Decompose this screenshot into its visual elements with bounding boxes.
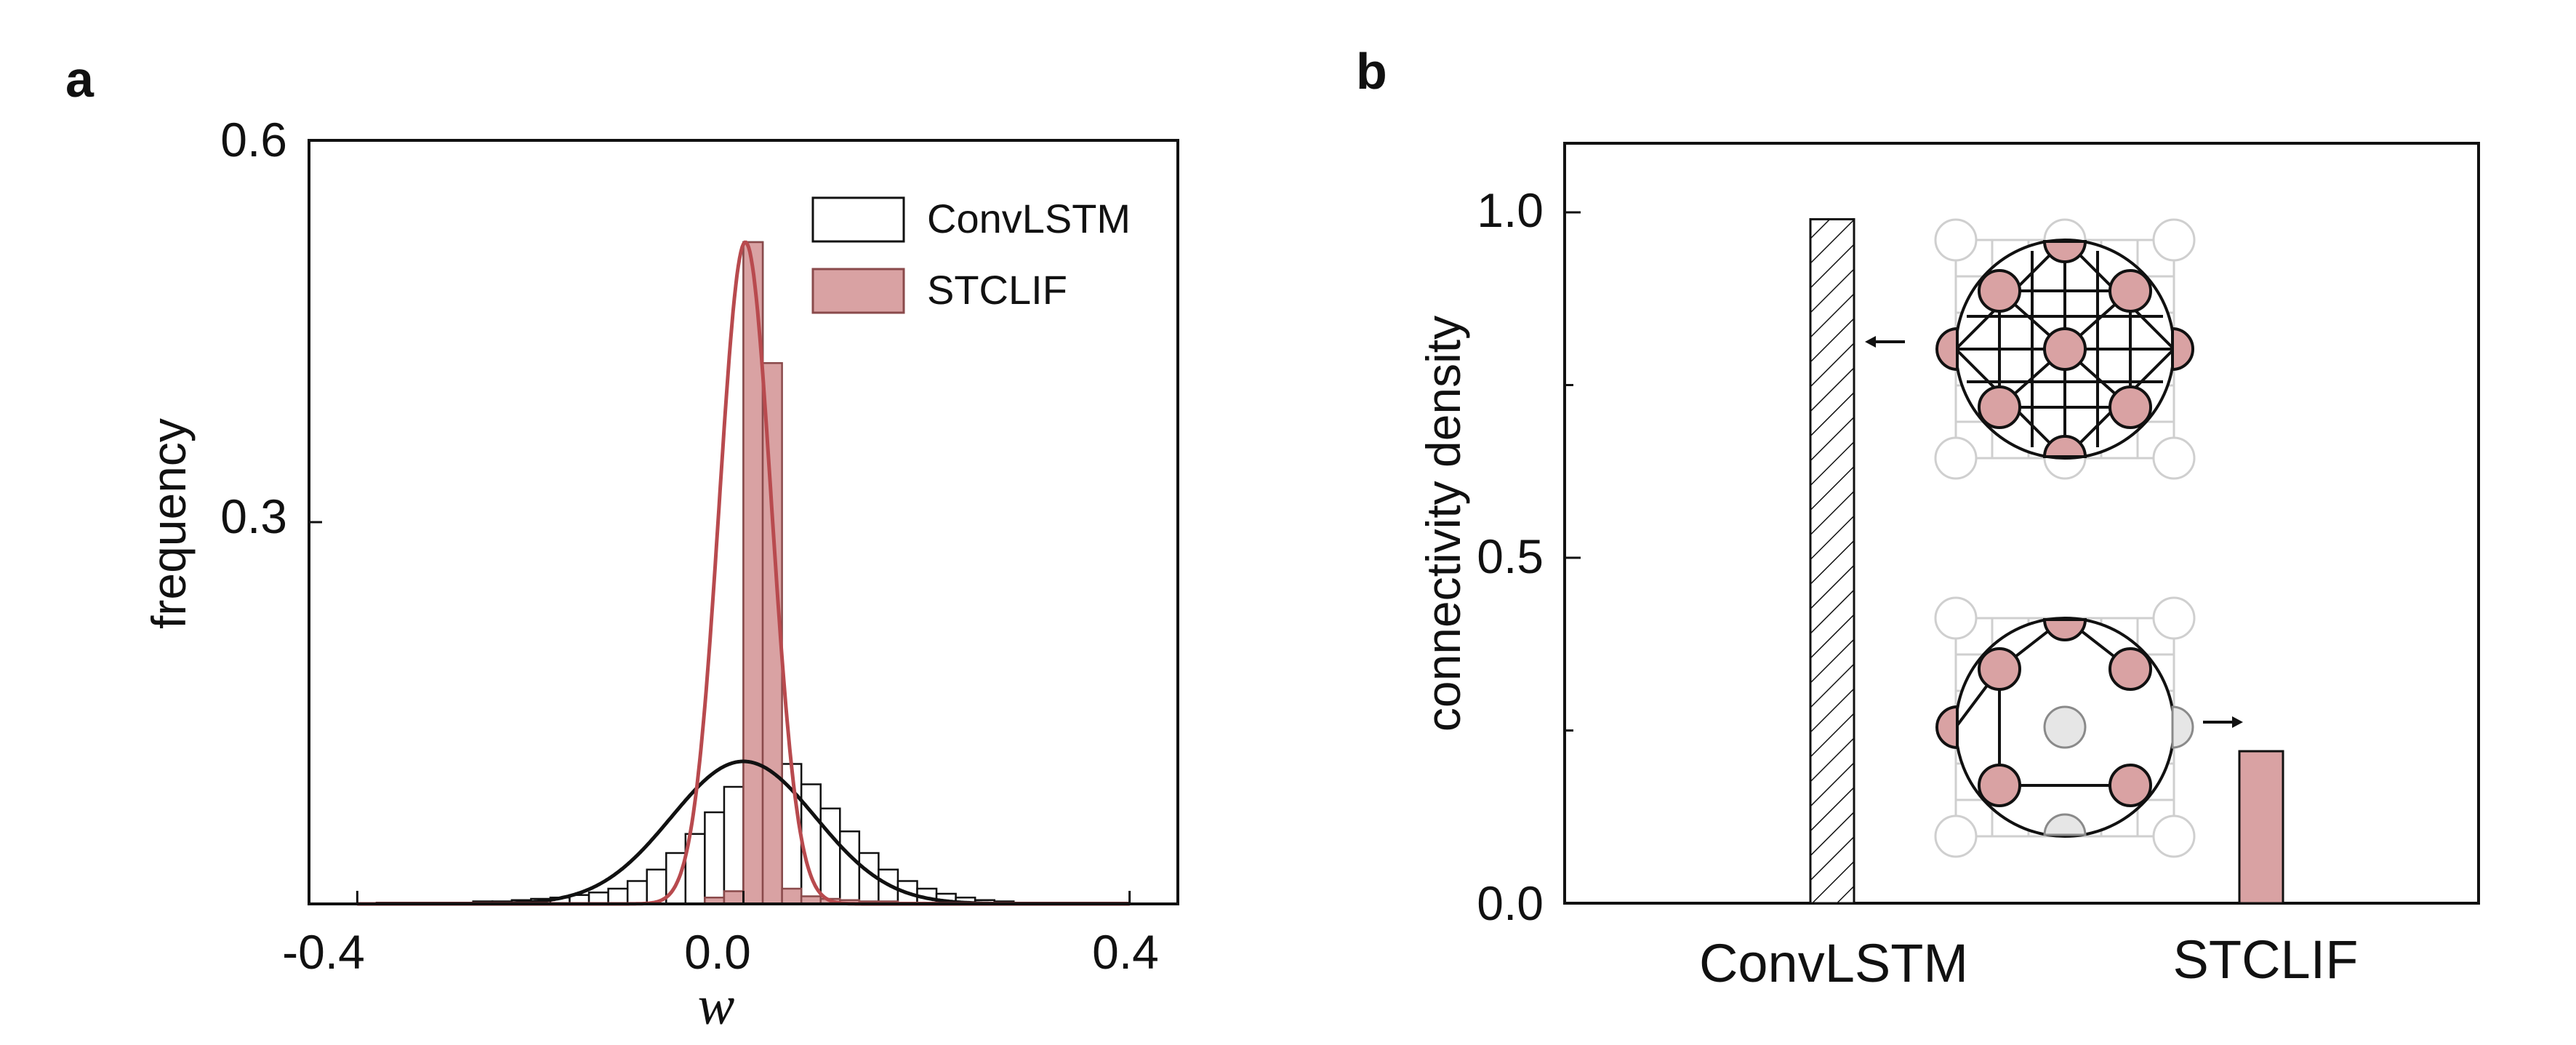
legend-swatch-stclif xyxy=(811,268,905,314)
panel-a-histogram: 0.6 0.3 -0.4 0.0 0.4 w frequency ConvLST… xyxy=(142,113,1179,1036)
inset-sparse-connectivity xyxy=(1934,596,2243,858)
panel-a-ytick-0.3: 0.3 xyxy=(220,489,287,543)
arrow-right-icon xyxy=(2203,716,2243,728)
panel-a-ticks xyxy=(309,139,1131,904)
inset-dense-connectivity xyxy=(1865,218,2196,480)
panel-a-x-axis-title: w xyxy=(698,975,735,1036)
panel-b-category-stclif: STCLIF xyxy=(2173,929,2359,990)
stclif-histogram-bars xyxy=(704,241,995,905)
histogram-bar-convlstm-18 xyxy=(704,811,726,905)
legend-label-stclif: STCLIF xyxy=(927,267,1067,313)
panel-a-xtick-0.4: 0.4 xyxy=(1092,925,1159,979)
histogram-bar-convlstm-25 xyxy=(839,830,861,905)
panel-a-xtick-0.0: 0.0 xyxy=(684,925,751,979)
bar-stclif xyxy=(2238,750,2284,905)
panel-a-ytick-0.6: 0.6 xyxy=(220,113,287,167)
panel-label-b: b xyxy=(1356,43,1387,100)
panel-a-y-axis-title: frequency xyxy=(142,418,196,629)
panel-a-legend: ConvLSTM STCLIF xyxy=(811,196,1131,314)
legend-swatch-convlstm xyxy=(811,196,905,243)
panel-b-category-convlstm: ConvLSTM xyxy=(1699,933,1968,993)
panel-b-ytick-0.0: 0.0 xyxy=(1477,876,1544,930)
panel-b-ytick-1.0: 1.0 xyxy=(1477,183,1544,237)
panel-b-bar-chart: 1.0 0.5 0.0 ConvLSTM STCLIF connectivity… xyxy=(1416,142,2480,993)
panel-label-a: a xyxy=(65,51,95,108)
panel-b-ticks xyxy=(1565,211,1581,905)
panel-b-y-axis-title: connectivity density xyxy=(1416,316,1470,732)
histogram-bar-convlstm-19 xyxy=(723,785,745,905)
bar-convlstm xyxy=(1809,218,1855,905)
panel-b-ytick-0.5: 0.5 xyxy=(1477,529,1544,583)
histogram-bar-stclif-20 xyxy=(742,241,764,905)
histogram-bar-stclif-22 xyxy=(781,887,803,905)
histogram-bar-stclif-19 xyxy=(723,890,745,905)
panel-b-plot-frame xyxy=(1563,142,2480,905)
legend-label-convlstm: ConvLSTM xyxy=(927,196,1131,241)
histogram-bar-convlstm-14 xyxy=(626,880,648,905)
panel-a-xtick-neg0.4: -0.4 xyxy=(282,925,365,979)
histogram-bar-convlstm-13 xyxy=(607,887,629,905)
arrow-left-icon xyxy=(1865,336,1905,348)
histogram-bar-convlstm-24 xyxy=(819,807,841,905)
